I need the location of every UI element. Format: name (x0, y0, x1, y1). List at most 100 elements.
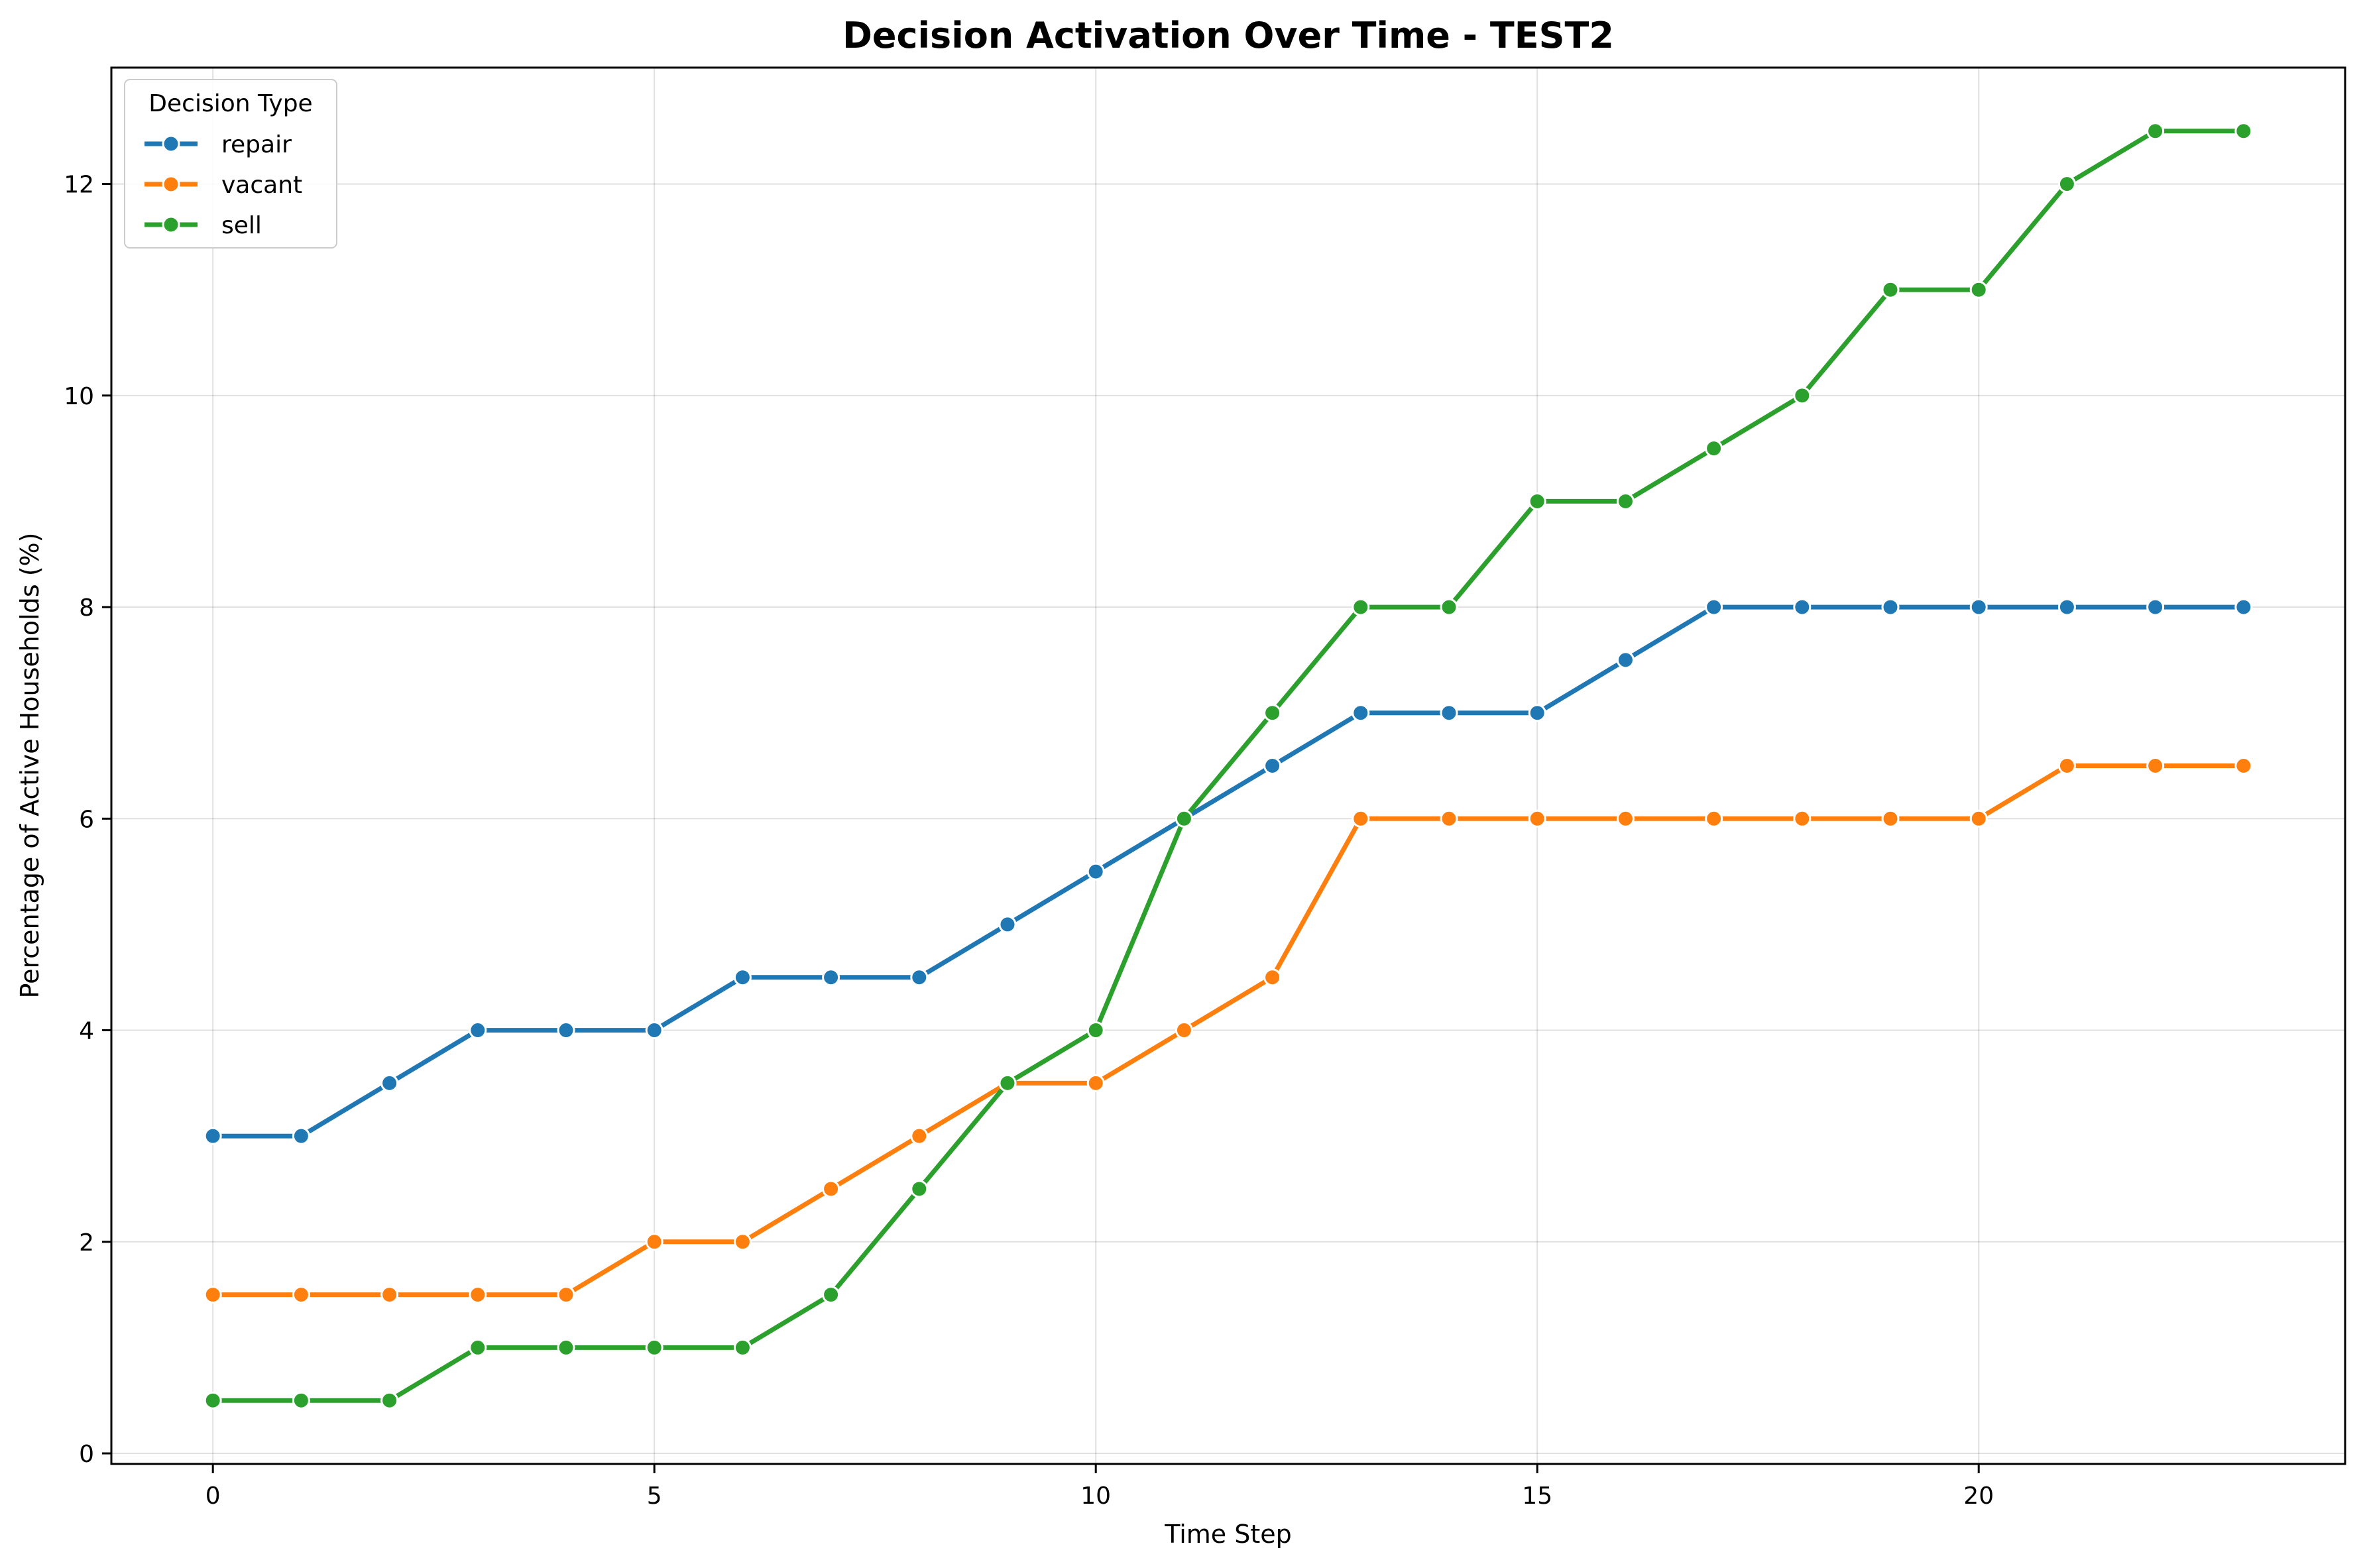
series-line-sell (210, 129, 2246, 1403)
data-point-sell (1440, 598, 1458, 616)
data-point-vacant (1086, 1074, 1105, 1092)
y-tick-label: 2 (79, 1229, 94, 1257)
axis-ticks: 0 5 10 15 20 0 2 4 6 8 10 12 (64, 172, 1994, 1510)
data-point-vacant (292, 1286, 310, 1304)
data-point-repair (1440, 704, 1458, 722)
data-point-repair (469, 1021, 487, 1040)
data-point-vacant (203, 1286, 222, 1304)
data-point-vacant (1969, 809, 1988, 828)
x-tick-label: 20 (1963, 1483, 1994, 1510)
data-point-sell (203, 1391, 222, 1410)
data-point-vacant (1705, 809, 1723, 828)
data-point-vacant (2146, 757, 2165, 775)
x-tick-label: 10 (1080, 1483, 1111, 1510)
data-point-sell (469, 1338, 487, 1357)
data-point-vacant (910, 1127, 929, 1145)
chart-title: Decision Activation Over Time - TEST2 (842, 15, 1614, 56)
legend-entry-vacant: vacant (144, 172, 302, 199)
data-point-vacant (1793, 809, 1812, 828)
data-point-vacant (469, 1286, 487, 1304)
data-point-vacant (380, 1286, 399, 1304)
data-point-vacant (1175, 1021, 1193, 1040)
data-point-vacant (557, 1286, 575, 1304)
data-point-sell (645, 1338, 663, 1357)
data-point-sell (910, 1180, 929, 1198)
data-point-sell (1086, 1021, 1105, 1040)
x-axis-label: Time Step (1164, 1520, 1292, 1549)
data-point-repair (1616, 651, 1635, 669)
data-point-vacant (1528, 809, 1546, 828)
data-point-sell (380, 1391, 399, 1410)
data-point-repair (1705, 598, 1723, 616)
data-point-sell (1263, 704, 1282, 722)
series-line-vacant (210, 763, 2246, 1298)
legend-entry-sell: sell (144, 212, 262, 239)
data-point-vacant (733, 1233, 752, 1251)
data-point-sell (822, 1286, 840, 1304)
series-repair (203, 598, 2253, 1145)
data-point-sell (2234, 122, 2253, 140)
data-point-sell (1705, 439, 1723, 458)
data-point-repair (1263, 757, 1282, 775)
legend-entry-repair: repair (144, 131, 292, 158)
data-point-vacant (1352, 809, 1370, 828)
data-point-sell (998, 1074, 1017, 1092)
y-tick-label: 4 (79, 1018, 94, 1045)
legend-marker (162, 175, 180, 194)
data-point-sell (557, 1338, 575, 1357)
data-point-vacant (1616, 809, 1635, 828)
data-point-repair (910, 968, 929, 987)
data-point-sell (1528, 492, 1546, 510)
y-tick-label: 10 (64, 383, 94, 410)
data-point-repair (822, 968, 840, 987)
data-point-repair (1969, 598, 1988, 616)
data-point-sell (1616, 492, 1635, 510)
legend-label: sell (221, 212, 262, 239)
legend-title: Decision Type (148, 90, 312, 117)
plot-area-frame (110, 66, 2346, 1465)
x-tick-label: 0 (205, 1483, 221, 1510)
data-point-repair (1352, 704, 1370, 722)
legend-box (124, 79, 337, 249)
data-point-repair (1528, 704, 1546, 722)
data-point-repair (998, 915, 1017, 934)
data-point-repair (2057, 598, 2076, 616)
legend-marker (162, 135, 180, 153)
legend-marker (162, 215, 180, 234)
data-point-repair (380, 1074, 399, 1092)
data-point-sell (733, 1338, 752, 1357)
y-tick-label: 6 (79, 806, 94, 833)
data-point-sell (1969, 280, 1988, 299)
series-vacant (203, 757, 2253, 1304)
data-point-vacant (2057, 757, 2076, 775)
y-axis-label: Percentage of Active Households (%) (15, 533, 44, 999)
data-point-repair (645, 1021, 663, 1040)
data-point-sell (292, 1391, 310, 1410)
legend-items: repair vacant sell (144, 131, 302, 239)
data-point-repair (2146, 598, 2165, 616)
legend-label: repair (221, 131, 292, 158)
data-point-repair (733, 968, 752, 987)
legend: Decision Type repair vacant sell (124, 79, 337, 249)
data-point-vacant (1440, 809, 1458, 828)
x-tick-label: 15 (1522, 1483, 1552, 1510)
series-sell (203, 122, 2253, 1410)
data-point-repair (203, 1127, 222, 1145)
data-point-repair (557, 1021, 575, 1040)
data-point-vacant (1263, 968, 1282, 987)
data-point-repair (2234, 598, 2253, 616)
data-point-sell (1175, 809, 1193, 828)
legend-label: vacant (221, 172, 302, 199)
data-point-repair (1793, 598, 1812, 616)
data-point-sell (1793, 386, 1812, 405)
data-point-vacant (1881, 809, 1900, 828)
series-lines (203, 122, 2253, 1410)
series-line-repair (210, 604, 2246, 1139)
data-point-repair (292, 1127, 310, 1145)
y-tick-label: 0 (79, 1441, 94, 1468)
x-tick-label: 5 (647, 1483, 662, 1510)
y-tick-label: 8 (79, 594, 94, 622)
data-point-vacant (645, 1233, 663, 1251)
